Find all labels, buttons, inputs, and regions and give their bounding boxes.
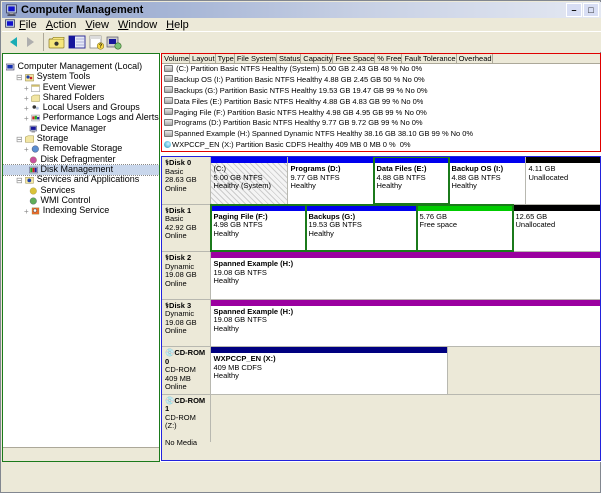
svg-text:?: ?	[99, 44, 102, 50]
